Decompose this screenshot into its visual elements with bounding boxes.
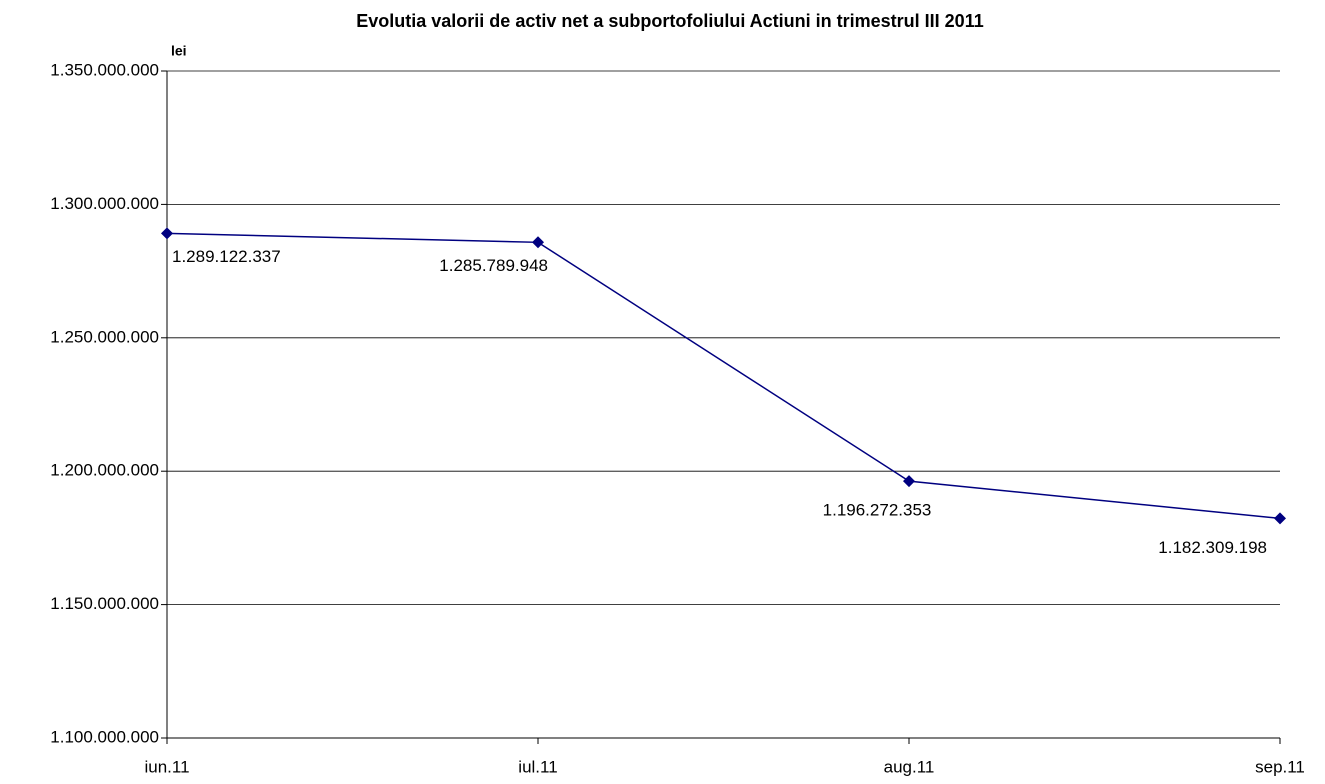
x-tick-label: iun.11	[144, 757, 189, 776]
data-label: 1.182.309.198	[1158, 538, 1267, 557]
marker	[532, 236, 544, 249]
data-label: 1.289.122.337	[172, 247, 281, 266]
marker	[1274, 512, 1286, 525]
x-tick-label: iul.11	[518, 757, 557, 776]
marker	[903, 475, 915, 488]
y-axis-label: lei	[171, 43, 187, 59]
x-tick-label: aug.11	[884, 757, 935, 776]
y-tick-label: 1.200.000.000	[50, 461, 159, 480]
line	[166, 232, 1281, 520]
y-tick-label: 1.150.000.000	[50, 594, 159, 613]
y-tick-label: 1.300.000.000	[50, 194, 159, 213]
data-label: 1.196.272.353	[823, 501, 932, 520]
data-label: 1.285.789.948	[439, 256, 548, 275]
y-tick-label: 1.350.000.000	[50, 60, 159, 79]
y-tick-label: 1.100.000.000	[50, 727, 159, 746]
y-tick-label: 1.250.000.000	[50, 327, 159, 346]
marker	[161, 227, 173, 240]
x-tick-label: sep.11	[1255, 757, 1305, 776]
chart-title: Evolutia valorii de activ net a subporto…	[356, 11, 983, 31]
